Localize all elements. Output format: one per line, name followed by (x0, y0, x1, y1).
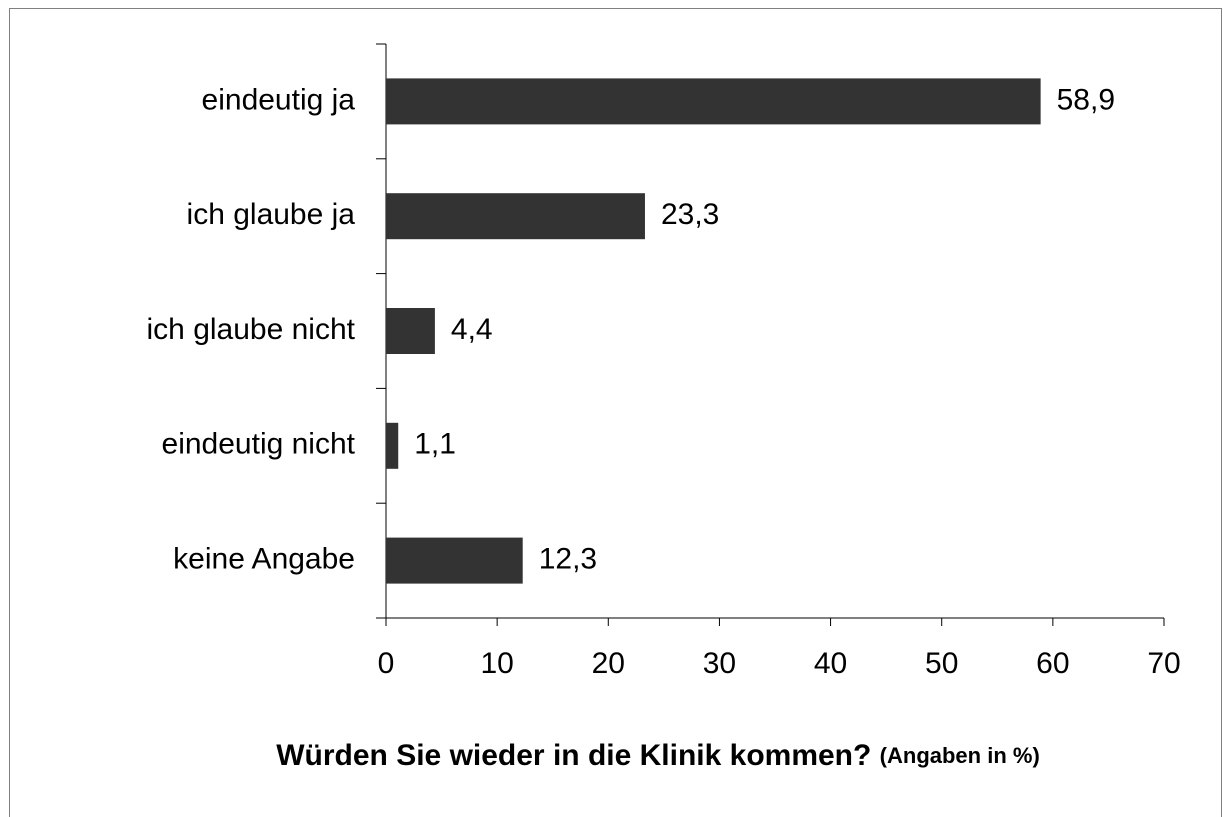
data-label: 4,4 (451, 313, 493, 346)
y-tick-label: eindeutig nicht (162, 428, 356, 461)
x-axis-label: Würden Sie wieder in die Klinik kommen? … (276, 739, 1040, 772)
y-tick-label: ich glaube nicht (147, 313, 356, 346)
data-label: 1,1 (414, 428, 456, 461)
y-tick-label: eindeutig ja (202, 83, 356, 116)
x-tick-label: 60 (1036, 647, 1069, 680)
x-tick-label: 50 (925, 647, 958, 680)
frame (9, 8, 1222, 817)
data-label: 58,9 (1057, 83, 1115, 116)
bar (386, 537, 523, 584)
bar (386, 422, 399, 469)
x-axis-title: Würden Sie wieder in die Klinik kommen? (276, 739, 871, 772)
x-axis-note: (Angaben in %) (880, 743, 1040, 768)
data-label: 23,3 (661, 198, 719, 231)
data-label: 12,3 (539, 543, 597, 576)
y-tick-label: keine Angabe (173, 543, 355, 576)
x-tick-label: 0 (378, 647, 395, 680)
bar (386, 308, 435, 354)
bar (386, 193, 645, 240)
y-tick-label: ich glaube ja (187, 198, 356, 231)
x-tick-label: 20 (592, 647, 625, 680)
x-tick-label: 70 (1147, 647, 1180, 680)
x-tick-label: 10 (480, 647, 513, 680)
x-tick-label: 30 (703, 647, 736, 680)
bar (386, 78, 1041, 125)
x-tick-label: 40 (814, 647, 847, 680)
